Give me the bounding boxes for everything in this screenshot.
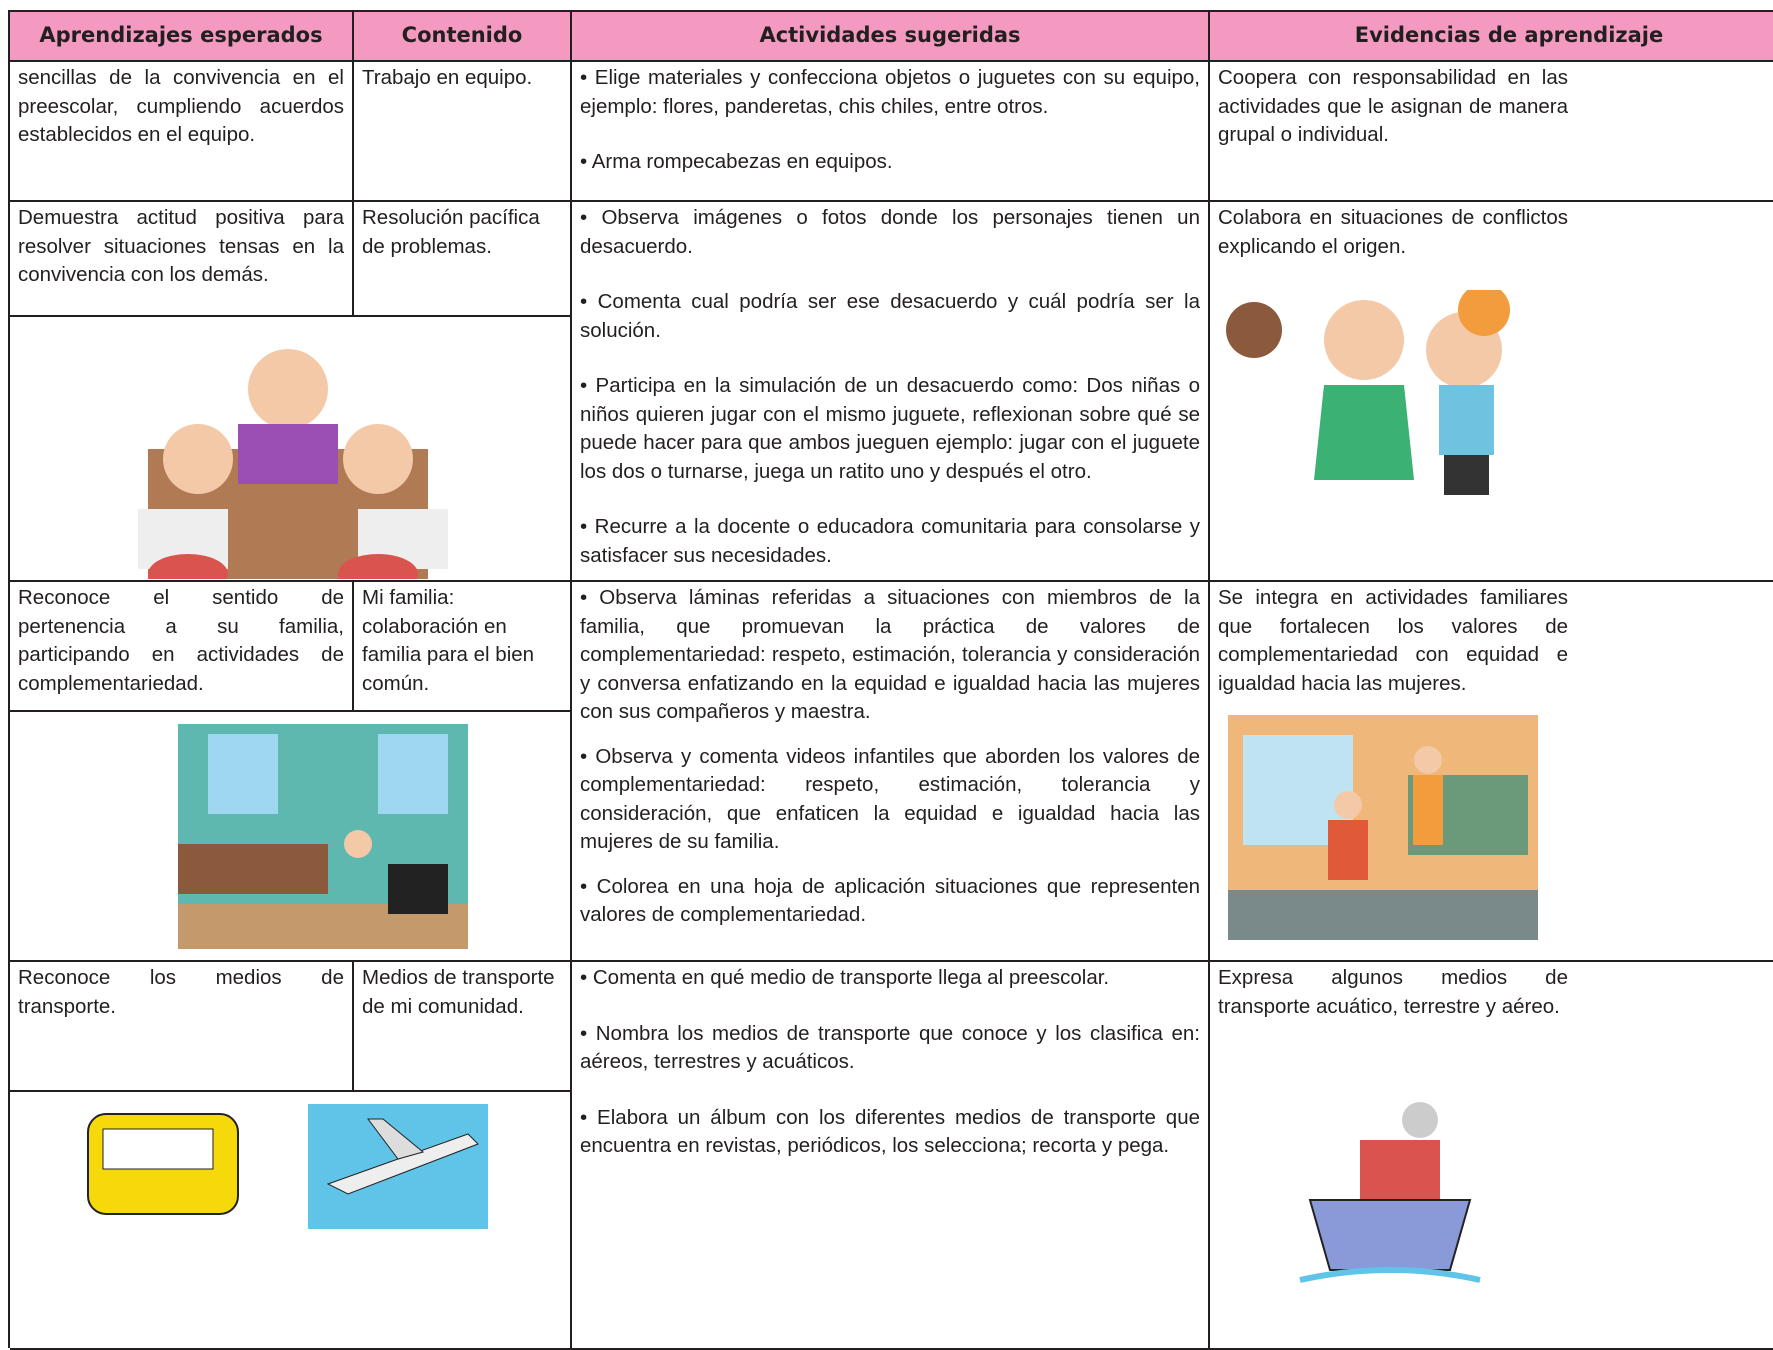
activity: • Recurre a la docente o educadora comun…: [580, 515, 1200, 567]
activity: • Observa láminas referidas a situacione…: [580, 586, 1200, 723]
illustration-wrap: [1290, 1100, 1490, 1295]
illustration: [1228, 715, 1538, 940]
illustration: [178, 724, 468, 949]
aprendizaje-cell: sencillas de la convivencia en el preesc…: [10, 62, 354, 202]
illustration-wrap: [1214, 284, 1534, 520]
activity: • Comenta cual podría ser ese desacuerdo…: [580, 290, 1200, 342]
contenido-cell: Resolución pacífica de problemas.: [354, 202, 572, 317]
evidencia-cell: Coopera con responsabilidad en las activ…: [1210, 62, 1773, 202]
contenido-cell: Mi familia: colaboración en familia para…: [354, 582, 572, 712]
illustration-cell: [10, 1092, 572, 1350]
actividades-cell: • Elige materiales y confecciona objetos…: [572, 62, 1210, 202]
activity: • Elabora un álbum con los diferentes me…: [580, 1105, 1200, 1158]
illustration: [87, 1104, 488, 1229]
activity: • Observa imágenes o fotos donde los per…: [580, 206, 1200, 258]
activity: • Nombra los medios de transporte que co…: [580, 1021, 1200, 1074]
activity: • Participa en la simulación de un desac…: [580, 374, 1200, 483]
contenido-cell: Medios de transporte de mi comunidad.: [354, 962, 572, 1092]
illustration-cell: [10, 317, 572, 582]
evidencia-cell: Expresa algunos medios de transporte acu…: [1210, 962, 1773, 1350]
aprendizaje-cell: Reconoce los medios de transporte.: [10, 962, 354, 1092]
actividades-cell: • Observa imágenes o fotos donde los per…: [572, 202, 1210, 582]
header-cell: Evidencias de aprendizaje: [1210, 12, 1773, 62]
activity: • Comenta en qué medio de transporte lle…: [580, 966, 1110, 989]
evidencia-cell: Colabora en situaciones de conflictos ex…: [1210, 202, 1773, 582]
activity: • Elige materiales y confecciona objetos…: [580, 66, 1200, 118]
illustration-cell: [10, 712, 572, 962]
illustration: [138, 349, 448, 580]
activity: • Arma rompecabezas en equipos.: [580, 150, 893, 173]
illustration: [1299, 1102, 1481, 1283]
activity: • Colorea en una hoja de aplicación situ…: [580, 874, 1200, 927]
activity: • Observa y comenta videos infantiles qu…: [580, 744, 1200, 854]
actividades-cell: • Comenta en qué medio de transporte lle…: [572, 962, 1210, 1350]
header-cell: Aprendizajes esperados: [10, 12, 354, 62]
illustration: [1226, 284, 1510, 495]
header-cell: Actividades sugeridas: [572, 12, 1210, 62]
aprendizaje-cell: Demuestra actitud positiva para resolver…: [10, 202, 354, 317]
header-cell: Contenido: [354, 12, 572, 62]
actividades-cell: • Observa láminas referidas a situacione…: [572, 582, 1210, 962]
contenido-cell: Trabajo en equipo.: [354, 62, 572, 202]
illustration-wrap: [1228, 715, 1538, 945]
aprendizaje-cell: Reconoce el sentido de pertenencia a su …: [10, 582, 354, 712]
table: Aprendizajes esperados Contenido Actividad…: [8, 10, 1773, 1350]
evidencia-cell: Se integra en actividades familiares que…: [1210, 582, 1773, 962]
